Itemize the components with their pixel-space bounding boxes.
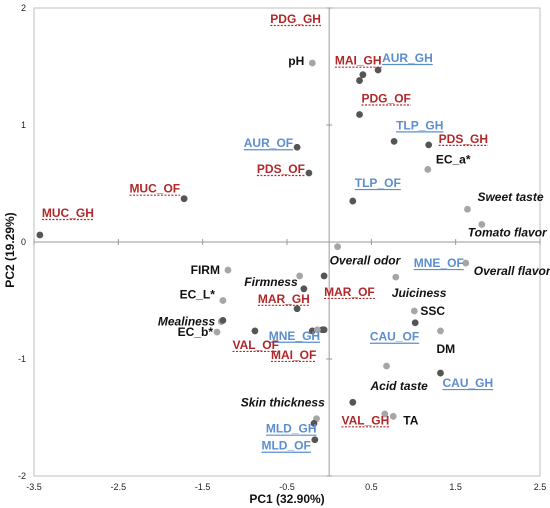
data-point: [381, 410, 389, 418]
data-point: [462, 259, 470, 267]
data-point: [36, 231, 44, 239]
data-point: [374, 66, 382, 74]
y-tick-label: 2: [21, 3, 26, 13]
data-point: [219, 316, 227, 324]
data-point: [437, 369, 444, 377]
point-label: Sweet taste: [477, 190, 543, 204]
data-point: [251, 327, 259, 335]
point-label: CAU_OF: [370, 330, 419, 344]
data-point: [319, 326, 326, 334]
point-label: EC_L*: [180, 288, 216, 302]
point-label: Tomato flavor: [468, 225, 548, 239]
y-axis-title: PC2 (19.29%): [3, 212, 17, 287]
point-label: MNE_OF: [414, 256, 464, 270]
data-point: [437, 327, 444, 335]
point-label: FIRM: [191, 263, 220, 277]
data-point: [224, 266, 232, 274]
data-point: [356, 77, 363, 84]
point-label: SSC: [420, 304, 445, 318]
point-label: Mealiness: [158, 315, 216, 329]
y-tick-labels: -2 -1 0 1 2: [18, 3, 333, 481]
point-label: EC_b*: [178, 325, 214, 339]
data-point: [180, 195, 188, 203]
y-tick-label: 0: [21, 237, 26, 247]
data-point: [392, 273, 400, 281]
point-label: Overall flavor: [474, 264, 550, 278]
data-point: [411, 319, 419, 327]
point-label: EC_a*: [436, 152, 471, 166]
data-point: [410, 307, 418, 315]
point-label: TLP_OF: [355, 176, 401, 190]
data-point: [311, 436, 319, 444]
point-label: VAL_OF: [233, 338, 279, 352]
point-label: pH: [288, 54, 304, 68]
point-label: MAR_GH: [258, 292, 310, 306]
y-tick-label: 1: [21, 120, 26, 130]
data-point: [478, 221, 486, 228]
point-label: Acid taste: [370, 379, 429, 393]
point-label: AUR_OF: [244, 136, 293, 150]
data-point: [293, 143, 301, 151]
x-tick-label: -2.5: [111, 482, 127, 492]
point-label: Overall odor: [330, 254, 402, 268]
data-point: [213, 328, 221, 336]
x-tick-label: -3.5: [26, 482, 42, 492]
point-label: VAL_GH: [341, 413, 389, 427]
data-point: [425, 141, 433, 149]
data-point: [296, 272, 304, 280]
x-tick-label: -0.5: [279, 482, 295, 492]
point-label: PDS_GH: [439, 132, 488, 146]
data-point: [300, 285, 308, 293]
point-label: CAU_GH: [442, 376, 493, 390]
data-point: [334, 243, 341, 251]
point-label: TLP_GH: [396, 118, 443, 132]
point-label: PDG_GH: [270, 12, 321, 26]
point-label: MUC_OF: [129, 182, 180, 196]
data-point: [310, 419, 318, 427]
x-tick-label: -1.5: [195, 482, 211, 492]
point-label: MAI_OF: [271, 348, 316, 362]
data-point: [305, 169, 313, 177]
x-tick-labels: -3.5 -2.5 -1.5 -0.5 0.5 1.5 2.5: [26, 239, 546, 492]
x-tick-label: 1.5: [449, 482, 462, 492]
data-point: [313, 326, 321, 334]
data-point: [359, 71, 367, 79]
point-label: PDG_OF: [362, 91, 411, 105]
point-label: MNE_GH: [269, 329, 320, 343]
point-label: Firmness: [244, 275, 298, 289]
point-label: Juiciness: [392, 286, 447, 300]
point-label: Skin thickness: [241, 395, 325, 409]
x-tick-label: 2.5: [534, 482, 547, 492]
data-point: [293, 305, 301, 313]
data-point: [349, 197, 357, 205]
data-point: [389, 412, 397, 420]
point-label: MAI_GH: [335, 54, 382, 68]
data-point: [356, 111, 363, 118]
data-point: [308, 59, 316, 67]
data-points: [36, 59, 486, 444]
data-point: [390, 137, 398, 145]
data-point: [219, 297, 227, 304]
data-point: [349, 398, 357, 406]
point-label: TA: [403, 413, 418, 427]
data-point: [383, 362, 390, 370]
point-label: MLD_OF: [261, 439, 310, 453]
point-label: MAR_OF: [324, 285, 375, 299]
y-tick-label: -1: [18, 354, 26, 364]
data-point: [320, 272, 328, 280]
point-label: MUC_GH: [42, 206, 94, 220]
data-point: [424, 166, 432, 173]
point-label: DM: [436, 342, 455, 356]
point-label: MLD_GH: [266, 422, 317, 436]
point-label: PDS_OF: [257, 162, 305, 176]
y-tick-label: -2: [18, 471, 26, 481]
x-tick-label: 0.5: [365, 482, 378, 492]
data-point: [464, 205, 471, 213]
point-label: AUR_GH: [382, 51, 433, 65]
x-axis-title: PC1 (32.90%): [249, 492, 324, 506]
data-point: [308, 327, 316, 335]
